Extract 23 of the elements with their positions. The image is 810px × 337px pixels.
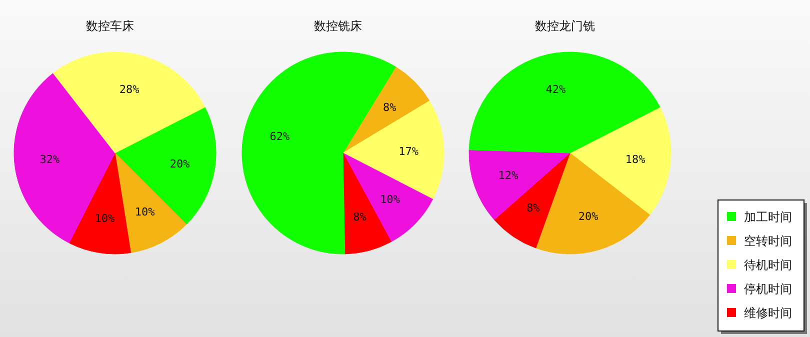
data-label: 28% xyxy=(119,82,140,96)
data-label: 10% xyxy=(134,205,156,218)
legend-label: 停机时间 xyxy=(744,282,792,296)
data-label: 8% xyxy=(353,210,367,224)
chart-title: 数控龙门铣 xyxy=(535,19,595,33)
chart-title: 数控车床 xyxy=(86,19,134,33)
data-label: 10% xyxy=(380,192,400,206)
data-label: 42% xyxy=(546,82,566,96)
data-label: 18% xyxy=(625,153,646,166)
data-label: 20% xyxy=(578,210,599,224)
data-label: 10% xyxy=(94,212,116,225)
data-label: 12% xyxy=(498,169,519,182)
data-label: 17% xyxy=(398,144,419,158)
legend-label: 空转时间 xyxy=(744,234,792,248)
legend-label: 维修时间 xyxy=(744,306,792,320)
chart-title: 数控铣床 xyxy=(314,19,362,33)
data-label: 32% xyxy=(40,153,60,166)
data-label: 8% xyxy=(382,100,397,114)
data-label: 62% xyxy=(270,130,290,143)
legend-label: 待机时间 xyxy=(744,258,792,272)
data-label: 20% xyxy=(170,157,190,170)
data-label: 8% xyxy=(526,201,540,214)
legend-label: 加工时间 xyxy=(744,210,792,224)
